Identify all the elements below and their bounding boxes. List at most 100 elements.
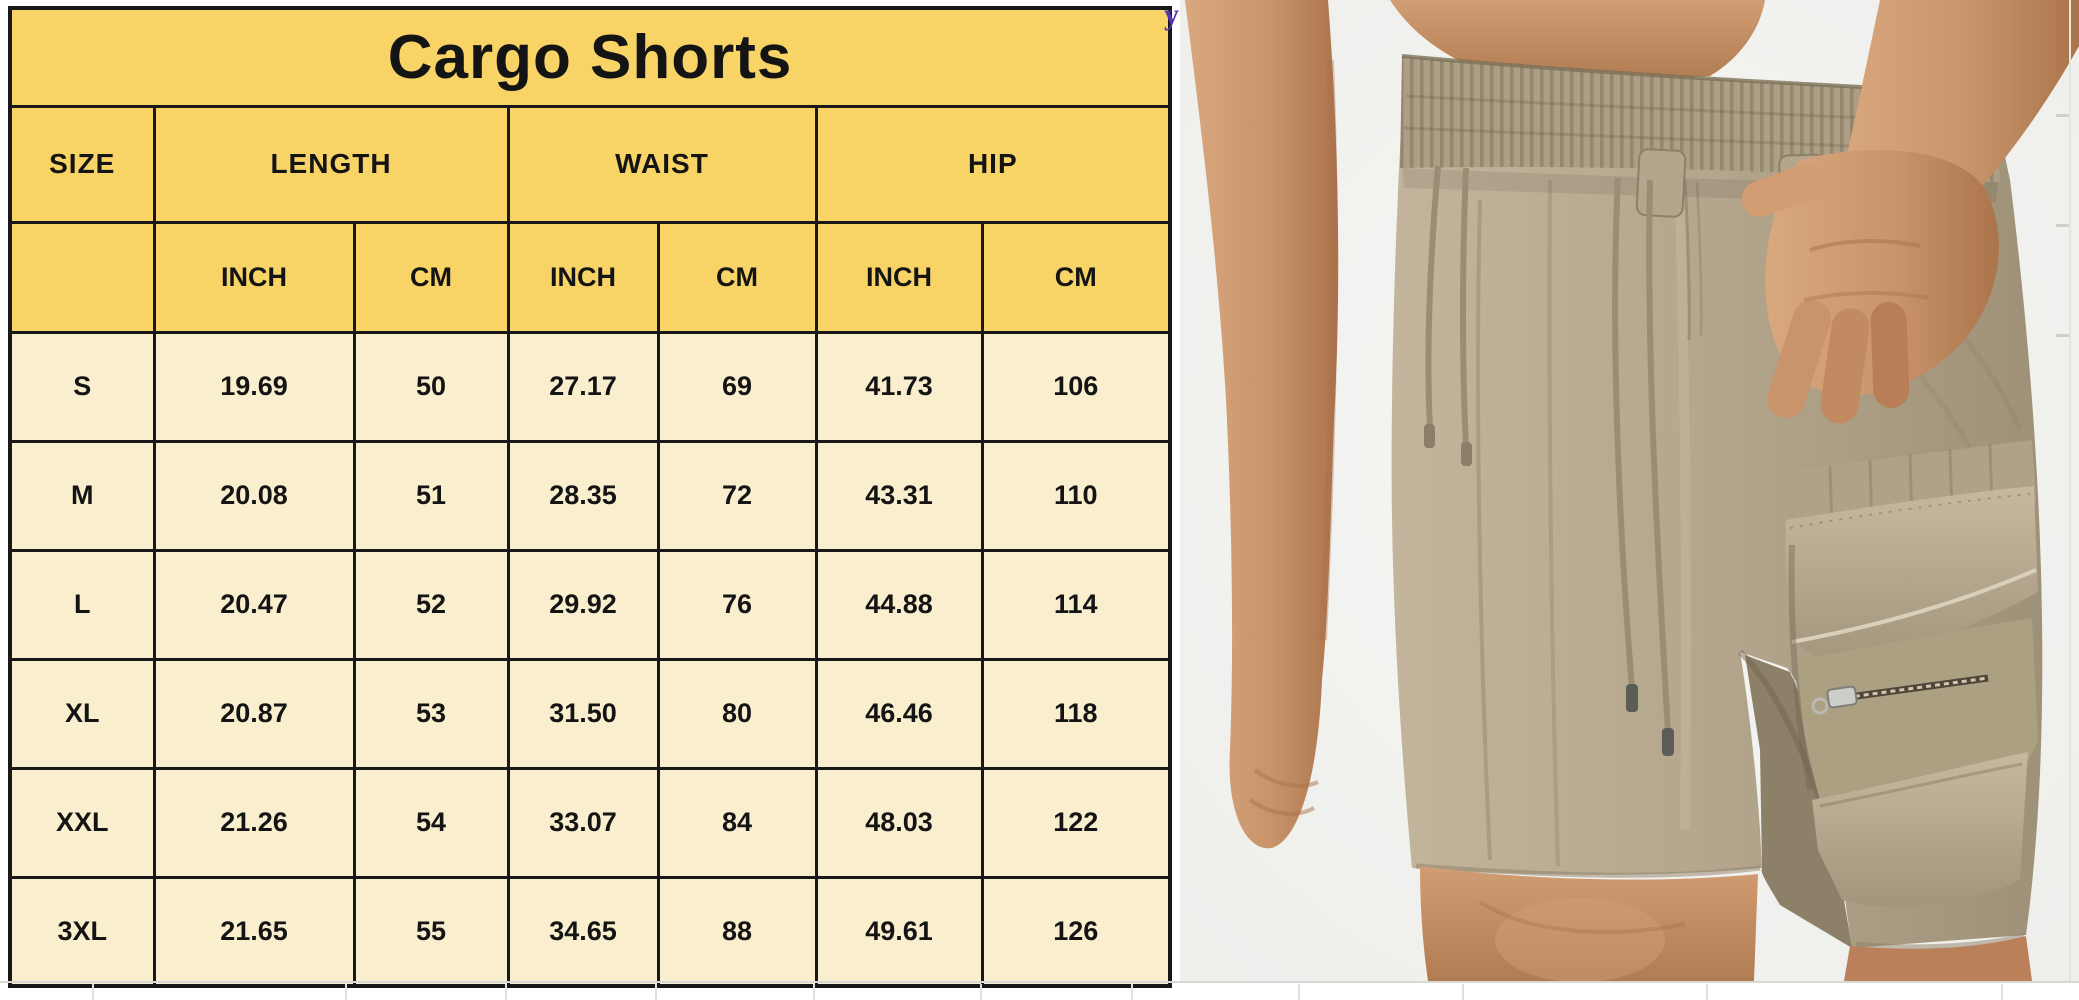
measurement-cell: 51 (352, 439, 510, 552)
spreadsheet-gridline-stub (1131, 984, 1133, 1000)
table-row-m: M 20.08 51 28.35 72 43.31 110 (8, 439, 1172, 552)
table-row-s: S 19.69 50 27.17 69 41.73 106 (8, 330, 1172, 443)
col-group-length: LENGTH (152, 104, 510, 224)
measurement-cell: 110 (980, 439, 1172, 552)
spreadsheet-gridline-stub (1706, 984, 1708, 1000)
size-cell: XXL (8, 766, 156, 879)
measurement-cell: 84 (656, 766, 818, 879)
measurement-cell: 43.31 (814, 439, 984, 552)
measurement-cell: 49.61 (814, 875, 984, 988)
inner-leg-shadow (1745, 655, 1852, 948)
measurement-cell: 20.87 (152, 657, 356, 770)
drawstring-aglet (1662, 728, 1674, 756)
model-left-hand (1741, 0, 2079, 424)
measurement-cell: 76 (656, 548, 818, 661)
unit-header-waist-inch: INCH (506, 220, 660, 334)
unit-header-row: INCH CM INCH CM INCH CM (8, 220, 1172, 334)
model-torso (1390, 0, 1765, 81)
measurement-cell: 114 (980, 548, 1172, 661)
measurement-cell: 80 (656, 657, 818, 770)
size-cell: XL (8, 657, 156, 770)
drawstring-cords (1424, 165, 1674, 756)
col-group-hip: HIP (814, 104, 1172, 224)
spreadsheet-tick (2056, 224, 2069, 227)
spreadsheet-gridline-stub (813, 984, 815, 1000)
measurement-cell: 122 (980, 766, 1172, 879)
spreadsheet-gridline-stub (1298, 984, 1300, 1000)
zipper-ring (1811, 697, 1829, 715)
spreadsheet-gridline-right-edge (2069, 0, 2071, 981)
measurement-cell: 20.47 (152, 548, 356, 661)
size-chart-table: Cargo Shorts SIZE LENGTH WAIST HIP INCH … (8, 6, 1173, 988)
spreadsheet-gridline-stub (345, 984, 347, 1000)
cargo-pocket (1785, 440, 2038, 908)
measurement-cell: 33.07 (506, 766, 660, 879)
measurement-cell: 21.26 (152, 766, 356, 879)
measurement-cell: 34.65 (506, 875, 660, 988)
spreadsheet-gridline-stub (2001, 984, 2003, 1000)
unit-header-empty-cell (8, 220, 156, 334)
unit-header-waist-cm: CM (656, 220, 818, 334)
unit-header-length-cm: CM (352, 220, 510, 334)
size-cell: S (8, 330, 156, 443)
measurement-cell: 88 (656, 875, 818, 988)
size-chart: Cargo Shorts SIZE LENGTH WAIST HIP INCH … (8, 6, 1173, 988)
drawstring-aglet (1626, 684, 1638, 712)
measurement-cell: 29.92 (506, 548, 660, 661)
unit-header-hip-cm: CM (980, 220, 1172, 334)
zipper-pull (1826, 685, 1858, 709)
measurement-cell: 31.50 (506, 657, 660, 770)
pocket-flap (1785, 486, 2038, 668)
measurement-cell: 44.88 (814, 548, 984, 661)
model-left-knee (1420, 866, 1758, 981)
measurement-cell: 28.35 (506, 439, 660, 552)
col-group-size: SIZE (8, 104, 156, 224)
spreadsheet-gridline-stub (980, 984, 982, 1000)
size-cell: M (8, 439, 156, 552)
pocket-bottom-fold (1812, 752, 2028, 908)
chart-title-row: Cargo Shorts (8, 6, 1172, 108)
spreadsheet-gridline-stub (655, 984, 657, 1000)
table-row-l: L 20.47 52 29.92 76 44.88 114 (8, 548, 1172, 661)
model-right-knee (1844, 936, 2032, 981)
measurement-cell: 118 (980, 657, 1172, 770)
thumb (1741, 163, 1827, 217)
measurement-cell: 48.03 (814, 766, 984, 879)
size-cell: 3XL (8, 875, 156, 988)
spreadsheet-gridline-stub (92, 984, 94, 1000)
stray-character: y (1164, 0, 1179, 31)
measurement-cell: 46.46 (814, 657, 984, 770)
measurement-cell: 106 (980, 330, 1172, 443)
measurement-cell: 126 (980, 875, 1172, 988)
measurement-cell: 53 (352, 657, 510, 770)
measurement-cell: 54 (352, 766, 510, 879)
spreadsheet-tick (2056, 114, 2069, 117)
measurement-cell: 50 (352, 330, 510, 443)
table-row-xl: XL 20.87 53 31.50 80 46.46 118 (8, 657, 1172, 770)
model-right-arm (1185, 0, 1339, 849)
spreadsheet-tick (2056, 334, 2069, 337)
unit-header-length-inch: INCH (152, 220, 356, 334)
measurement-cell: 52 (352, 548, 510, 661)
belt-loop (1635, 148, 1687, 218)
table-row-xxl: XXL 21.26 54 33.07 84 48.03 122 (8, 766, 1172, 879)
col-group-waist: WAIST (506, 104, 818, 224)
model-legs (1420, 866, 2032, 982)
chart-title: Cargo Shorts (8, 6, 1172, 108)
spreadsheet-gridline-stub (505, 984, 507, 1000)
measurement-cell: 20.08 (152, 439, 356, 552)
measurement-cell: 69 (656, 330, 818, 443)
table-row-3xl: 3XL 21.65 55 34.65 88 49.61 126 (8, 875, 1172, 988)
measurement-cell: 72 (656, 439, 818, 552)
product-photo (1180, 0, 2079, 982)
measurement-cell: 21.65 (152, 875, 356, 988)
measurement-cell: 55 (352, 875, 510, 988)
zipper (1811, 674, 1989, 715)
measurement-cell: 27.17 (506, 330, 660, 443)
spreadsheet-gridline-horizontal (0, 981, 2079, 983)
measurement-cell: 19.69 (152, 330, 356, 443)
spreadsheet-gridline-stub (1462, 984, 1464, 1000)
column-group-row: SIZE LENGTH WAIST HIP (8, 104, 1172, 224)
cargo-shorts-photo-svg (1180, 0, 2079, 982)
size-cell: L (8, 548, 156, 661)
